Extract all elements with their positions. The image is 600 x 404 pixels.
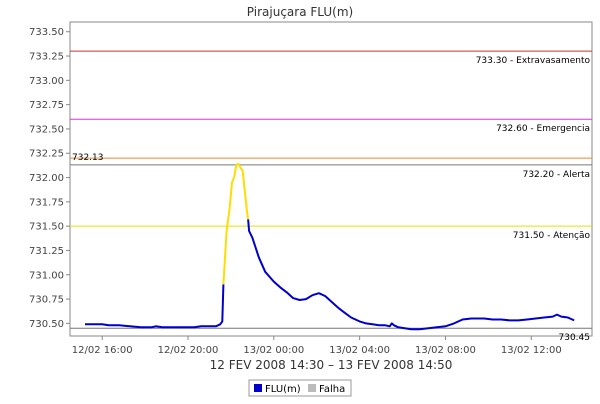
legend-swatch bbox=[308, 384, 316, 392]
x-tick-label: 12/02 16:00 bbox=[72, 345, 133, 356]
y-tick-label: 731.00 bbox=[29, 270, 64, 281]
reference-line-label: 732.20 - Alerta bbox=[523, 170, 590, 180]
series-line-1 bbox=[222, 162, 250, 285]
legend: FLU(m) Falha bbox=[254, 384, 345, 395]
reference-line-label: 732.60 - Emergencia bbox=[496, 124, 590, 134]
max-value-label: 732.13 bbox=[72, 153, 104, 163]
annotation-layer: 732.13 bbox=[72, 153, 104, 163]
y-tick-label: 732.25 bbox=[29, 149, 64, 160]
x-tick-label: 13/02 04:00 bbox=[329, 345, 390, 356]
x-axis-label: 12 FEV 2008 14:30 – 13 FEV 2008 14:50 bbox=[210, 358, 453, 372]
series-layer bbox=[85, 162, 575, 331]
legend-label: Falha bbox=[319, 384, 345, 395]
x-tick-label: 13/02 00:00 bbox=[243, 345, 304, 356]
y-axis: 730.50 730.75 731.00 731.25 731.50 731.75 732.… bbox=[29, 27, 70, 330]
x-tick-label: 13/02 08:00 bbox=[415, 345, 476, 356]
y-tick-label: 731.50 bbox=[29, 222, 64, 233]
reference-line-label: 730.45 bbox=[559, 333, 591, 343]
series-line-0 bbox=[247, 219, 575, 331]
y-tick-label: 733.00 bbox=[29, 76, 64, 87]
chart-title: Pirajuçara FLU(m) bbox=[247, 5, 353, 19]
y-tick-label: 733.25 bbox=[29, 52, 64, 63]
y-tick-label: 730.75 bbox=[29, 295, 64, 306]
y-tick-label: 731.25 bbox=[29, 246, 64, 257]
y-tick-label: 731.75 bbox=[29, 197, 64, 208]
legend-label: FLU(m) bbox=[265, 384, 301, 395]
reference-line-label: 733.30 - Extravasamento bbox=[476, 56, 591, 66]
legend-box bbox=[248, 379, 352, 397]
y-tick-label: 732.00 bbox=[29, 173, 64, 184]
plot-area bbox=[69, 21, 593, 337]
y-tick-label: 733.50 bbox=[29, 27, 64, 38]
y-tick-label: 732.50 bbox=[29, 124, 64, 135]
legend-swatch bbox=[254, 384, 262, 392]
reference-line-label: 731.50 - Atenção bbox=[513, 231, 591, 241]
x-axis: 12/02 16:00 12/02 20:00 13/02 00:00 13/02 0… bbox=[72, 336, 562, 356]
series-line-0 bbox=[85, 284, 225, 329]
y-tick-label: 730.50 bbox=[29, 319, 64, 330]
x-tick-label: 13/02 12:00 bbox=[501, 345, 562, 356]
y-tick-label: 732.75 bbox=[29, 100, 64, 111]
reference-lines: 733.30 - Extravasamento 732.60 - Emergenc… bbox=[70, 50, 592, 343]
x-tick-label: 12/02 20:00 bbox=[158, 345, 219, 356]
